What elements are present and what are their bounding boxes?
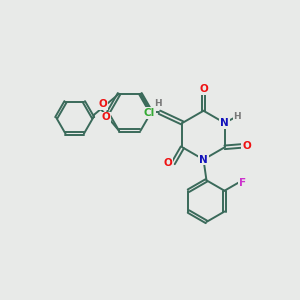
- Text: Cl: Cl: [144, 108, 155, 118]
- Text: O: O: [199, 84, 208, 94]
- Text: H: H: [154, 100, 162, 109]
- Text: N: N: [199, 154, 208, 164]
- Text: O: O: [164, 158, 172, 168]
- Text: O: O: [99, 99, 107, 109]
- Text: O: O: [101, 112, 110, 122]
- Text: O: O: [242, 141, 251, 151]
- Text: N: N: [220, 118, 229, 128]
- Text: F: F: [239, 178, 246, 188]
- Text: H: H: [233, 112, 241, 121]
